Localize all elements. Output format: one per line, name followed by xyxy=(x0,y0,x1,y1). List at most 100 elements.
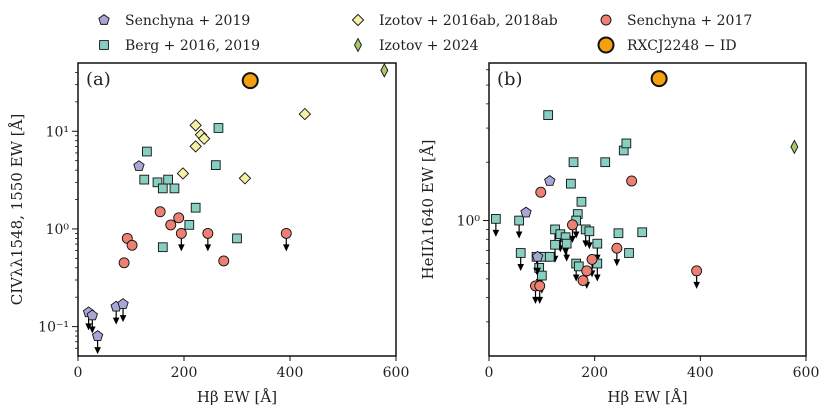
data-point-senchyna2017 xyxy=(567,219,578,231)
data-point-berg xyxy=(550,239,560,250)
plot-frame xyxy=(77,62,397,357)
data-point-berg xyxy=(613,228,624,239)
data-point-izotov2016 xyxy=(176,167,190,180)
y-tick-label: 10⁻¹ xyxy=(38,320,69,336)
series-berg xyxy=(491,110,648,294)
data-point-berg xyxy=(637,227,648,238)
data-point-berg xyxy=(169,183,180,194)
data-point-rxcj xyxy=(650,70,668,88)
data-point-senchyna2017 xyxy=(218,255,230,267)
legend-label-senchyna2019: Senchyna + 2019 xyxy=(125,13,250,29)
x-tick-label: 0 xyxy=(485,365,494,381)
data-point-berg xyxy=(515,248,526,258)
y-tick-label: 10¹ xyxy=(46,124,69,140)
data-point-senchyna2017 xyxy=(154,206,166,218)
data-point-senchyna2017 xyxy=(577,275,589,287)
data-point-senchyna2017 xyxy=(581,265,593,277)
data-point-berg xyxy=(491,214,501,224)
legend-item-izotov2024: Izotov + 2024 xyxy=(354,37,479,54)
data-point-senchyna2019 xyxy=(133,160,145,171)
data-point-senchyna2017 xyxy=(691,265,703,277)
data-point-senchyna2017 xyxy=(126,239,138,251)
legend-label-senchyna2017: Senchyna + 2017 xyxy=(627,13,752,29)
data-point-senchyna2019 xyxy=(544,175,556,186)
data-point-berg xyxy=(592,238,603,249)
data-point-senchyna2019 xyxy=(520,206,532,218)
data-point-izotov2016 xyxy=(197,132,211,145)
data-point-berg xyxy=(514,215,524,226)
data-point-berg xyxy=(157,242,168,253)
data-point-senchyna2017 xyxy=(202,227,214,239)
series-izotov2024 xyxy=(790,139,799,155)
legend-marker-izotov2016 xyxy=(351,13,365,27)
data-point-senchyna2017 xyxy=(118,257,130,269)
data-point-berg xyxy=(600,157,611,168)
data-point-senchyna2017 xyxy=(586,253,598,265)
legend-marker-senchyna2019 xyxy=(98,14,110,25)
data-point-berg xyxy=(568,157,579,168)
data-point-senchyna2017 xyxy=(173,212,185,224)
data-point-berg xyxy=(543,110,554,120)
legend-item-izotov2016: Izotov + 2016ab, 2018ab xyxy=(351,13,558,29)
y-axis-label: HeIIλ1640 EW [Å] xyxy=(419,140,437,280)
legend-marker-berg xyxy=(99,40,109,50)
series-senchyna2019 xyxy=(82,160,145,355)
data-point-berg xyxy=(624,248,634,258)
x-tick-label: 600 xyxy=(383,365,410,381)
legend-item-berg: Berg + 2016, 2019 xyxy=(99,38,260,54)
series-senchyna2017 xyxy=(118,206,292,269)
y-tick-label: 10⁰ xyxy=(46,222,70,238)
series-berg xyxy=(139,123,242,253)
legend-marker-izotov2024 xyxy=(354,37,362,53)
data-point-berg xyxy=(152,177,163,188)
data-point-berg xyxy=(142,146,152,157)
data-point-berg xyxy=(561,238,572,249)
panel-label: (b) xyxy=(497,69,523,90)
data-point-senchyna2019 xyxy=(91,330,104,341)
data-point-izotov2016 xyxy=(189,119,202,132)
legend-item-senchyna2017: Senchyna + 2017 xyxy=(600,13,752,29)
data-point-berg xyxy=(232,233,242,244)
data-point-berg xyxy=(584,226,595,237)
data-point-izotov2016 xyxy=(298,107,312,121)
panel-b: 0 200 400 600 10⁰ Hβ EW [Å] HeIIλ1640 EW [Å] (b… xyxy=(419,62,820,406)
x-axis-label: Hβ EW [Å] xyxy=(197,388,277,406)
data-point-berg xyxy=(210,160,221,170)
data-point-senchyna2017 xyxy=(535,186,547,198)
series-rxcj xyxy=(650,70,668,88)
data-point-berg xyxy=(621,138,632,149)
x-tick-label: 600 xyxy=(793,365,820,381)
data-point-berg xyxy=(536,270,547,281)
y-axis-label: CIVλλ1548, 1550 EW [Å] xyxy=(8,114,26,306)
legend-label-izotov2024: Izotov + 2024 xyxy=(379,38,479,54)
x-tick-label: 200 xyxy=(581,365,608,381)
data-point-senchyna2017 xyxy=(175,227,187,239)
series-senchyna2019 xyxy=(520,175,556,275)
data-point-senchyna2019 xyxy=(531,250,544,262)
data-point-senchyna2017 xyxy=(534,280,546,292)
x-tick-label: 0 xyxy=(74,365,83,381)
data-point-senchyna2017 xyxy=(626,175,638,187)
data-point-senchyna2017 xyxy=(165,219,177,231)
series-izotov2016 xyxy=(176,107,312,185)
data-point-izotov2016 xyxy=(189,140,202,153)
data-point-berg xyxy=(163,174,173,185)
data-point-berg xyxy=(157,183,168,194)
x-tick-label: 400 xyxy=(277,365,304,381)
legend-item-rxcj: RXCJ2248 − ID xyxy=(597,36,737,54)
data-point-rxcj xyxy=(241,72,259,90)
legend-marker-rxcj xyxy=(597,36,615,54)
data-point-berg xyxy=(576,196,587,207)
data-point-izotov2024 xyxy=(790,139,799,155)
data-point-berg xyxy=(139,174,150,185)
legend-marker-senchyna2017 xyxy=(600,14,612,26)
series-izotov2024 xyxy=(380,63,389,78)
data-point-senchyna2019 xyxy=(86,309,98,321)
data-point-berg xyxy=(213,123,224,133)
x-tick-label: 400 xyxy=(687,365,714,381)
data-point-berg xyxy=(573,261,584,272)
panel-label: (a) xyxy=(86,69,111,90)
y-tick-label: 10⁰ xyxy=(457,214,481,230)
x-tick-label: 200 xyxy=(171,365,198,381)
